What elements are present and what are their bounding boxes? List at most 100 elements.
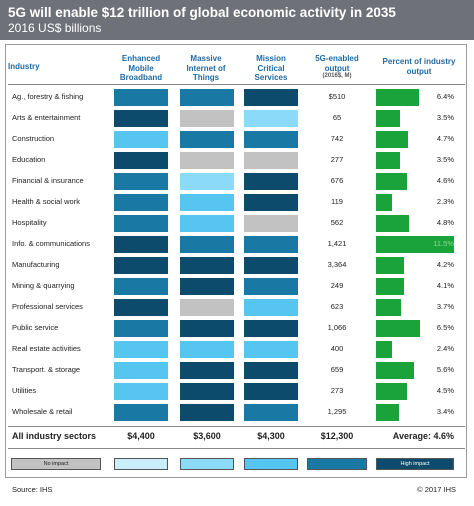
totals-output: $12,300 [320,431,354,441]
impact-cell-mcs [244,110,298,127]
percent-bar [376,404,399,421]
row-label: Construction [12,134,55,143]
impact-cell-miot [180,89,234,106]
column-header-miot: Massive Internet of Things [186,54,226,83]
row-label: Education [12,155,46,164]
percent-bar [376,152,400,169]
impact-cell-mcs [244,404,298,421]
totals-mcs: $4,300 [257,431,285,441]
impact-cell-embb [114,362,168,379]
percent-bar [376,341,392,358]
row-label: Real estate activities [12,344,81,353]
legend-high-label: High impact [400,461,430,467]
percent-bar [376,320,420,337]
impact-cell-mcs [244,299,298,316]
row-label: Utilities [12,386,37,395]
impact-cell-miot [180,257,234,274]
output-value: 249 [330,281,344,290]
impact-cell-embb [114,215,168,232]
impact-cell-miot [180,173,234,190]
percent-value: 2.3% [436,197,454,206]
impact-cell-embb [114,236,168,253]
output-value: 3,364 [327,260,347,269]
impact-cell-miot [180,341,234,358]
impact-cell-embb [114,131,168,148]
output-value: 676 [330,176,344,185]
percent-bar [376,383,407,400]
output-value: 1,066 [327,323,347,332]
header-divider [8,84,465,85]
output-value: $510 [328,92,346,101]
percent-bar [376,299,401,316]
chart-panel [5,44,467,478]
percent-bar [376,278,404,295]
impact-cell-miot [180,194,234,211]
percent-value: 2.4% [436,344,454,353]
percent-bar [376,236,454,253]
legend-swatch-level-2 [114,458,168,470]
impact-cell-miot [180,236,234,253]
column-header-embb: Enhanced Mobile Broadband [119,54,163,83]
output-value: 1,421 [327,239,347,248]
percent-bar [376,173,407,190]
impact-cell-miot [180,320,234,337]
percent-value: 3.4% [436,407,454,416]
impact-cell-mcs [244,89,298,106]
output-value: 400 [330,344,344,353]
impact-cell-miot [180,404,234,421]
totals-divider [8,426,465,427]
legend-swatch-level-3 [180,458,234,470]
impact-cell-mcs [244,341,298,358]
row-label: Wholesale & retail [12,407,73,416]
percent-value: 4.7% [436,134,454,143]
impact-cell-embb [114,173,168,190]
impact-cell-embb [114,383,168,400]
impact-cell-miot [180,110,234,127]
column-header-percent: Percent of industry output [382,57,456,76]
percent-bar [376,131,408,148]
percent-bar [376,362,414,379]
impact-cell-embb [114,320,168,337]
impact-cell-miot [180,131,234,148]
column-header-output-label: 5G-enabled output [315,54,359,73]
output-value: 562 [330,218,344,227]
column-header-output-unit: (2016$, M) [322,73,352,80]
percent-value: 11.5% [433,239,454,248]
row-label: Arts & entertainment [12,113,81,122]
chart-subtitle: 2016 US$ billions [8,21,102,35]
legend-low-label: No impact [43,461,69,467]
column-header-mcs: Mission Critical Services [254,54,288,83]
percent-bar [376,110,400,127]
impact-cell-mcs [244,278,298,295]
legend-swatch-level-5 [307,458,367,470]
row-label: Info. & communications [12,239,90,248]
legend-swatch-level-4 [244,458,298,470]
row-label: Mining & quarrying [12,281,75,290]
totals-embb: $4,400 [127,431,155,441]
percent-value: 4.1% [436,281,454,290]
percent-value: 5.6% [436,365,454,374]
percent-bar [376,194,392,211]
impact-cell-mcs [244,236,298,253]
impact-cell-miot [180,152,234,169]
column-header-industry: Industry [8,62,40,71]
row-label: Public service [12,323,59,332]
legend-swatch-level-6 [376,458,454,470]
percent-value: 4.8% [436,218,454,227]
totals-percent: Average: 4.6% [392,431,454,441]
row-label: Hospitality [12,218,47,227]
impact-cell-embb [114,278,168,295]
impact-cell-miot [180,299,234,316]
impact-cell-embb [114,257,168,274]
percent-value: 3.5% [436,155,454,164]
percent-value: 3.7% [436,302,454,311]
legend-swatch-level-1 [11,458,101,470]
source-note: Source: IHS [12,485,53,494]
percent-value: 6.5% [436,323,454,332]
column-header-output: 5G-enabled output (2016$, M) [307,54,367,80]
row-label: Health & social work [12,197,80,206]
impact-cell-mcs [244,131,298,148]
output-value: 623 [330,302,344,311]
impact-cell-miot [180,383,234,400]
output-value: 659 [330,365,344,374]
